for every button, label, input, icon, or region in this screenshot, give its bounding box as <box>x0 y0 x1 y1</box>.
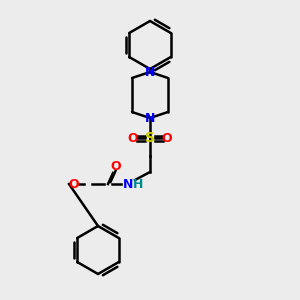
Text: H: H <box>133 178 143 191</box>
Text: S: S <box>145 131 155 145</box>
Text: N: N <box>145 112 155 124</box>
Text: O: O <box>69 178 79 190</box>
Text: O: O <box>162 131 172 145</box>
Text: O: O <box>128 131 138 145</box>
Text: O: O <box>111 160 121 172</box>
Text: N: N <box>145 65 155 79</box>
Text: N: N <box>123 178 133 190</box>
